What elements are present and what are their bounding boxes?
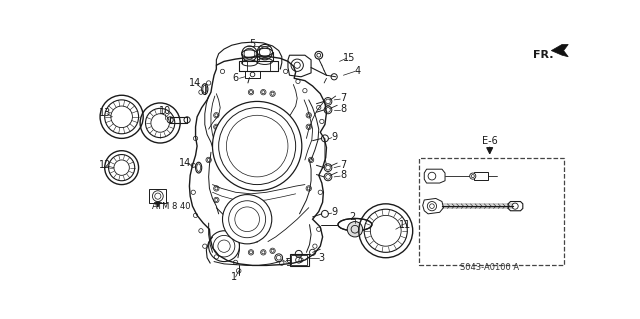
- Text: FR.: FR.: [533, 50, 554, 60]
- Text: 15: 15: [344, 53, 356, 63]
- Circle shape: [348, 221, 363, 237]
- Bar: [245, 71, 260, 78]
- Bar: [291, 256, 307, 265]
- Circle shape: [470, 173, 476, 179]
- Text: 11: 11: [399, 219, 411, 230]
- Circle shape: [219, 108, 296, 185]
- Bar: [289, 254, 308, 266]
- Circle shape: [223, 195, 272, 244]
- Text: 13: 13: [99, 108, 111, 118]
- Text: 1: 1: [231, 272, 237, 282]
- Text: 2: 2: [349, 212, 356, 222]
- Text: 5: 5: [250, 40, 255, 49]
- Text: 7: 7: [340, 160, 346, 170]
- Text: 8: 8: [340, 104, 346, 114]
- Text: 12: 12: [99, 160, 111, 170]
- Text: 7: 7: [340, 93, 346, 103]
- Text: 9: 9: [331, 207, 337, 217]
- Text: 6: 6: [232, 73, 239, 83]
- Text: 9: 9: [331, 132, 337, 142]
- Text: 3: 3: [319, 253, 325, 263]
- Text: 4: 4: [354, 66, 360, 76]
- Bar: [170, 117, 187, 123]
- Text: 14: 14: [189, 78, 202, 88]
- Bar: [239, 61, 278, 70]
- Text: ATM 8 40: ATM 8 40: [152, 202, 191, 211]
- Polygon shape: [551, 44, 568, 57]
- Bar: [474, 172, 488, 180]
- Text: E-6: E-6: [482, 136, 497, 146]
- Text: 8: 8: [340, 170, 346, 180]
- Text: 14: 14: [179, 158, 191, 168]
- Circle shape: [228, 201, 266, 238]
- Polygon shape: [189, 57, 326, 265]
- Circle shape: [212, 101, 302, 191]
- Text: S043-A0100 A: S043-A0100 A: [460, 263, 519, 272]
- Bar: [149, 189, 166, 203]
- Bar: [419, 158, 564, 265]
- Text: 10: 10: [159, 107, 171, 116]
- Text: 9: 9: [285, 258, 291, 268]
